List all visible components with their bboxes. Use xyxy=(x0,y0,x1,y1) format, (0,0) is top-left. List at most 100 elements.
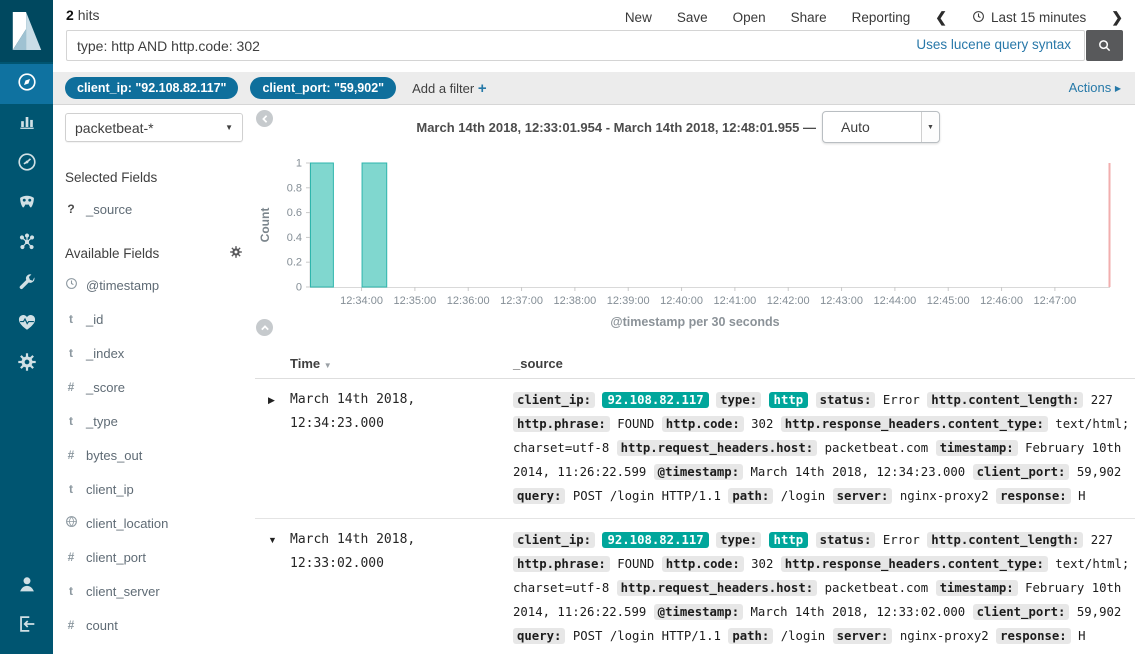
add-filter-label: Add a filter xyxy=(412,80,475,96)
field-value: H xyxy=(1078,489,1086,503)
nav-item-dashboard[interactable] xyxy=(0,144,53,184)
field-item-@timestamp[interactable]: @timestamp xyxy=(53,268,255,302)
collapse-fields-panel-button[interactable] xyxy=(256,110,273,127)
field-key-badge: type: xyxy=(716,392,762,408)
nav-item-management[interactable] xyxy=(0,344,53,384)
highlighted-value-badge: http xyxy=(768,392,809,408)
time-picker-button[interactable]: Last 15 minutes xyxy=(972,10,1086,26)
field-value: text/html; charset=utf-8 xyxy=(513,417,1130,455)
logout-icon xyxy=(16,613,38,640)
field-type-icon: t xyxy=(69,414,73,428)
kibana-logo[interactable] xyxy=(0,0,53,62)
filter-pill[interactable]: client_ip: "92.108.82.117" xyxy=(65,77,239,99)
add-filter-button[interactable]: Add a filter + xyxy=(412,80,487,97)
field-value: February 10th 2014, 11:26:22.599 xyxy=(513,581,1122,619)
svg-text:0.6: 0.6 xyxy=(287,207,302,219)
clock-icon xyxy=(972,10,985,26)
search-icon xyxy=(1099,40,1111,52)
menu-open[interactable]: Open xyxy=(732,10,766,25)
field-key-badge: http.content_length: xyxy=(927,392,1084,408)
field-item-bytes_out[interactable]: # bytes_out xyxy=(53,438,255,472)
field-value: packetbeat.com xyxy=(824,581,929,595)
field-item-_type[interactable]: t _type xyxy=(53,404,255,438)
field-value: Error xyxy=(882,393,920,407)
svg-text:12:42:00: 12:42:00 xyxy=(767,295,810,307)
hits-number: 2 xyxy=(66,7,74,23)
svg-text:12:43:00: 12:43:00 xyxy=(820,295,863,307)
nav-item-logout[interactable] xyxy=(0,606,53,646)
filter-actions-button[interactable]: Actions ▶ xyxy=(1069,80,1121,95)
field-value: POST /login HTTP/1.1 xyxy=(572,629,721,643)
svg-text:12:36:00: 12:36:00 xyxy=(447,295,490,307)
menu-share[interactable]: Share xyxy=(790,10,827,25)
sort-descending-icon: ▼ xyxy=(323,361,332,370)
column-header-time[interactable]: Time ▼ xyxy=(290,356,332,371)
chevron-down-icon: ▼ xyxy=(225,123,233,132)
field-key-badge: http.phrase: xyxy=(513,556,610,572)
filter-pill[interactable]: client_port: "59,902" xyxy=(250,77,397,99)
field-item-_source[interactable]: ? _source xyxy=(53,192,255,226)
field-key-badge: status: xyxy=(815,532,876,548)
search-input[interactable] xyxy=(66,30,1085,61)
field-name: _index xyxy=(86,345,125,361)
menu-reporting[interactable]: Reporting xyxy=(851,10,911,25)
discover-icon xyxy=(16,71,38,98)
filter-pills: client_ip: "92.108.82.117" client_port: "… xyxy=(65,77,408,99)
field-key-badge: client_port: xyxy=(972,464,1070,480)
monitoring-icon xyxy=(16,311,38,338)
collapse-chart-button[interactable] xyxy=(256,319,273,336)
lucene-syntax-link[interactable]: Uses lucene query syntax xyxy=(916,37,1071,52)
field-item-client_server[interactable]: t client_server xyxy=(53,574,255,608)
column-header-source: _source xyxy=(513,356,563,371)
menu-new[interactable]: New xyxy=(624,10,652,25)
field-item-_index[interactable]: t _index xyxy=(53,336,255,370)
field-value: nginx-proxy2 xyxy=(899,489,989,503)
fields-panel: packetbeat-* ▼ Selected Fields ? _source … xyxy=(53,105,255,654)
index-pattern-select[interactable]: packetbeat-* ▼ xyxy=(65,113,243,142)
highlighted-value-badge: http xyxy=(768,532,809,548)
expand-doc-caret[interactable]: ▶ xyxy=(268,395,275,405)
index-pattern-value: packetbeat-* xyxy=(75,119,154,136)
available-fields-heading: Available Fields xyxy=(53,238,255,268)
nav-item-visualize[interactable] xyxy=(0,104,53,144)
histogram-bar[interactable] xyxy=(361,162,388,288)
time-back-button[interactable]: ❮ xyxy=(935,9,947,25)
nav-item-monitoring[interactable] xyxy=(0,304,53,344)
field-item-_id[interactable]: t _id xyxy=(53,302,255,336)
field-item-_score[interactable]: # _score xyxy=(53,370,255,404)
collapse-doc-caret[interactable]: ▼ xyxy=(268,535,277,545)
interval-select[interactable]: Auto ▼ xyxy=(822,111,940,143)
dashboard-icon xyxy=(16,151,38,178)
nav-item-discover[interactable] xyxy=(0,64,53,104)
svg-text:12:35:00: 12:35:00 xyxy=(393,295,436,307)
field-value: /login xyxy=(780,629,826,643)
field-type-icon: # xyxy=(67,448,75,462)
menu-save[interactable]: Save xyxy=(676,10,708,25)
field-item-client_location[interactable]: client_location xyxy=(53,506,255,540)
search-button[interactable] xyxy=(1086,30,1123,61)
field-settings-gear-button[interactable] xyxy=(229,245,243,262)
field-item-client_ip[interactable]: t client_ip xyxy=(53,472,255,506)
nav-item-machine-learning[interactable] xyxy=(0,224,53,264)
nav-item-timelion[interactable] xyxy=(0,184,53,224)
nav-item-account[interactable] xyxy=(0,566,53,606)
field-key-badge: path: xyxy=(728,488,774,504)
field-value: 227 xyxy=(1090,393,1113,407)
field-item-client_port[interactable]: # client_port xyxy=(53,540,255,574)
field-key-badge: http.content_length: xyxy=(927,532,1084,548)
field-key-badge: http.code: xyxy=(661,556,744,572)
field-key-badge: http.request_headers.host: xyxy=(616,580,818,596)
field-item-count[interactable]: # count xyxy=(53,608,255,642)
account-icon xyxy=(16,573,38,600)
svg-text:12:37:00: 12:37:00 xyxy=(500,295,543,307)
svg-text:0.2: 0.2 xyxy=(287,257,302,269)
field-key-badge: client_ip: xyxy=(513,392,596,408)
table-header: Time ▼ _source xyxy=(255,349,1135,379)
selected-fields-list: ? _source xyxy=(53,192,255,226)
histogram-chart[interactable]: 0 0.2 0.4 0.6 0.8 1 12:34:00 12:35:00 12:36:00 12… xyxy=(255,145,1135,330)
visualize-icon xyxy=(17,112,37,137)
time-forward-button[interactable]: ❯ xyxy=(1111,9,1123,25)
histogram-bar[interactable] xyxy=(310,162,334,288)
svg-text:12:34:00: 12:34:00 xyxy=(340,295,383,307)
nav-item-dev-tools[interactable] xyxy=(0,264,53,304)
